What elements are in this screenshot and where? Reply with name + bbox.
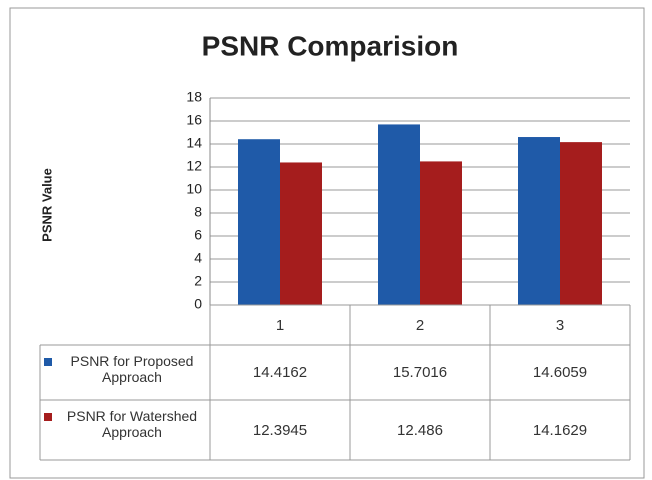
y-tick-label: 0 xyxy=(194,296,202,312)
legend-label: PSNR for Watershed Approach xyxy=(66,408,198,440)
table-value: 14.4162 xyxy=(252,364,308,381)
y-tick-label: 18 xyxy=(186,89,202,105)
table-value: 14.1629 xyxy=(532,421,588,439)
legend-entry: PSNR for Watershed Approach xyxy=(42,408,208,460)
y-tick-label: 8 xyxy=(194,204,202,220)
legend-entry: PSNR for Proposed Approach xyxy=(42,353,208,400)
y-axis-label: PSNR Value xyxy=(39,168,54,242)
chart-title: PSNR Comparision xyxy=(202,30,459,61)
y-tick-label: 10 xyxy=(186,181,202,197)
legend-swatch xyxy=(44,413,52,421)
table-value: 12.3945 xyxy=(252,421,308,439)
table-value: 15.7016 xyxy=(392,364,448,381)
bar xyxy=(378,124,420,305)
x-tick-label: 2 xyxy=(415,316,425,334)
y-tick-label: 4 xyxy=(194,250,202,266)
y-tick-label: 16 xyxy=(186,112,202,128)
bar xyxy=(280,162,322,305)
y-tick-label: 14 xyxy=(186,135,202,151)
x-tick-label: 1 xyxy=(275,316,285,334)
table-value: 14.6059 xyxy=(532,364,588,381)
legend-label: PSNR for Proposed Approach xyxy=(70,353,194,385)
bar xyxy=(518,137,560,305)
table-value: 12.486 xyxy=(397,421,443,439)
y-tick-label: 2 xyxy=(194,273,202,289)
bar xyxy=(420,161,462,305)
x-tick-label: 3 xyxy=(555,316,565,334)
bar xyxy=(238,139,280,305)
y-tick-label: 12 xyxy=(186,158,202,174)
bar xyxy=(560,142,602,305)
legend-swatch xyxy=(44,358,52,366)
y-tick-label: 6 xyxy=(194,227,202,243)
